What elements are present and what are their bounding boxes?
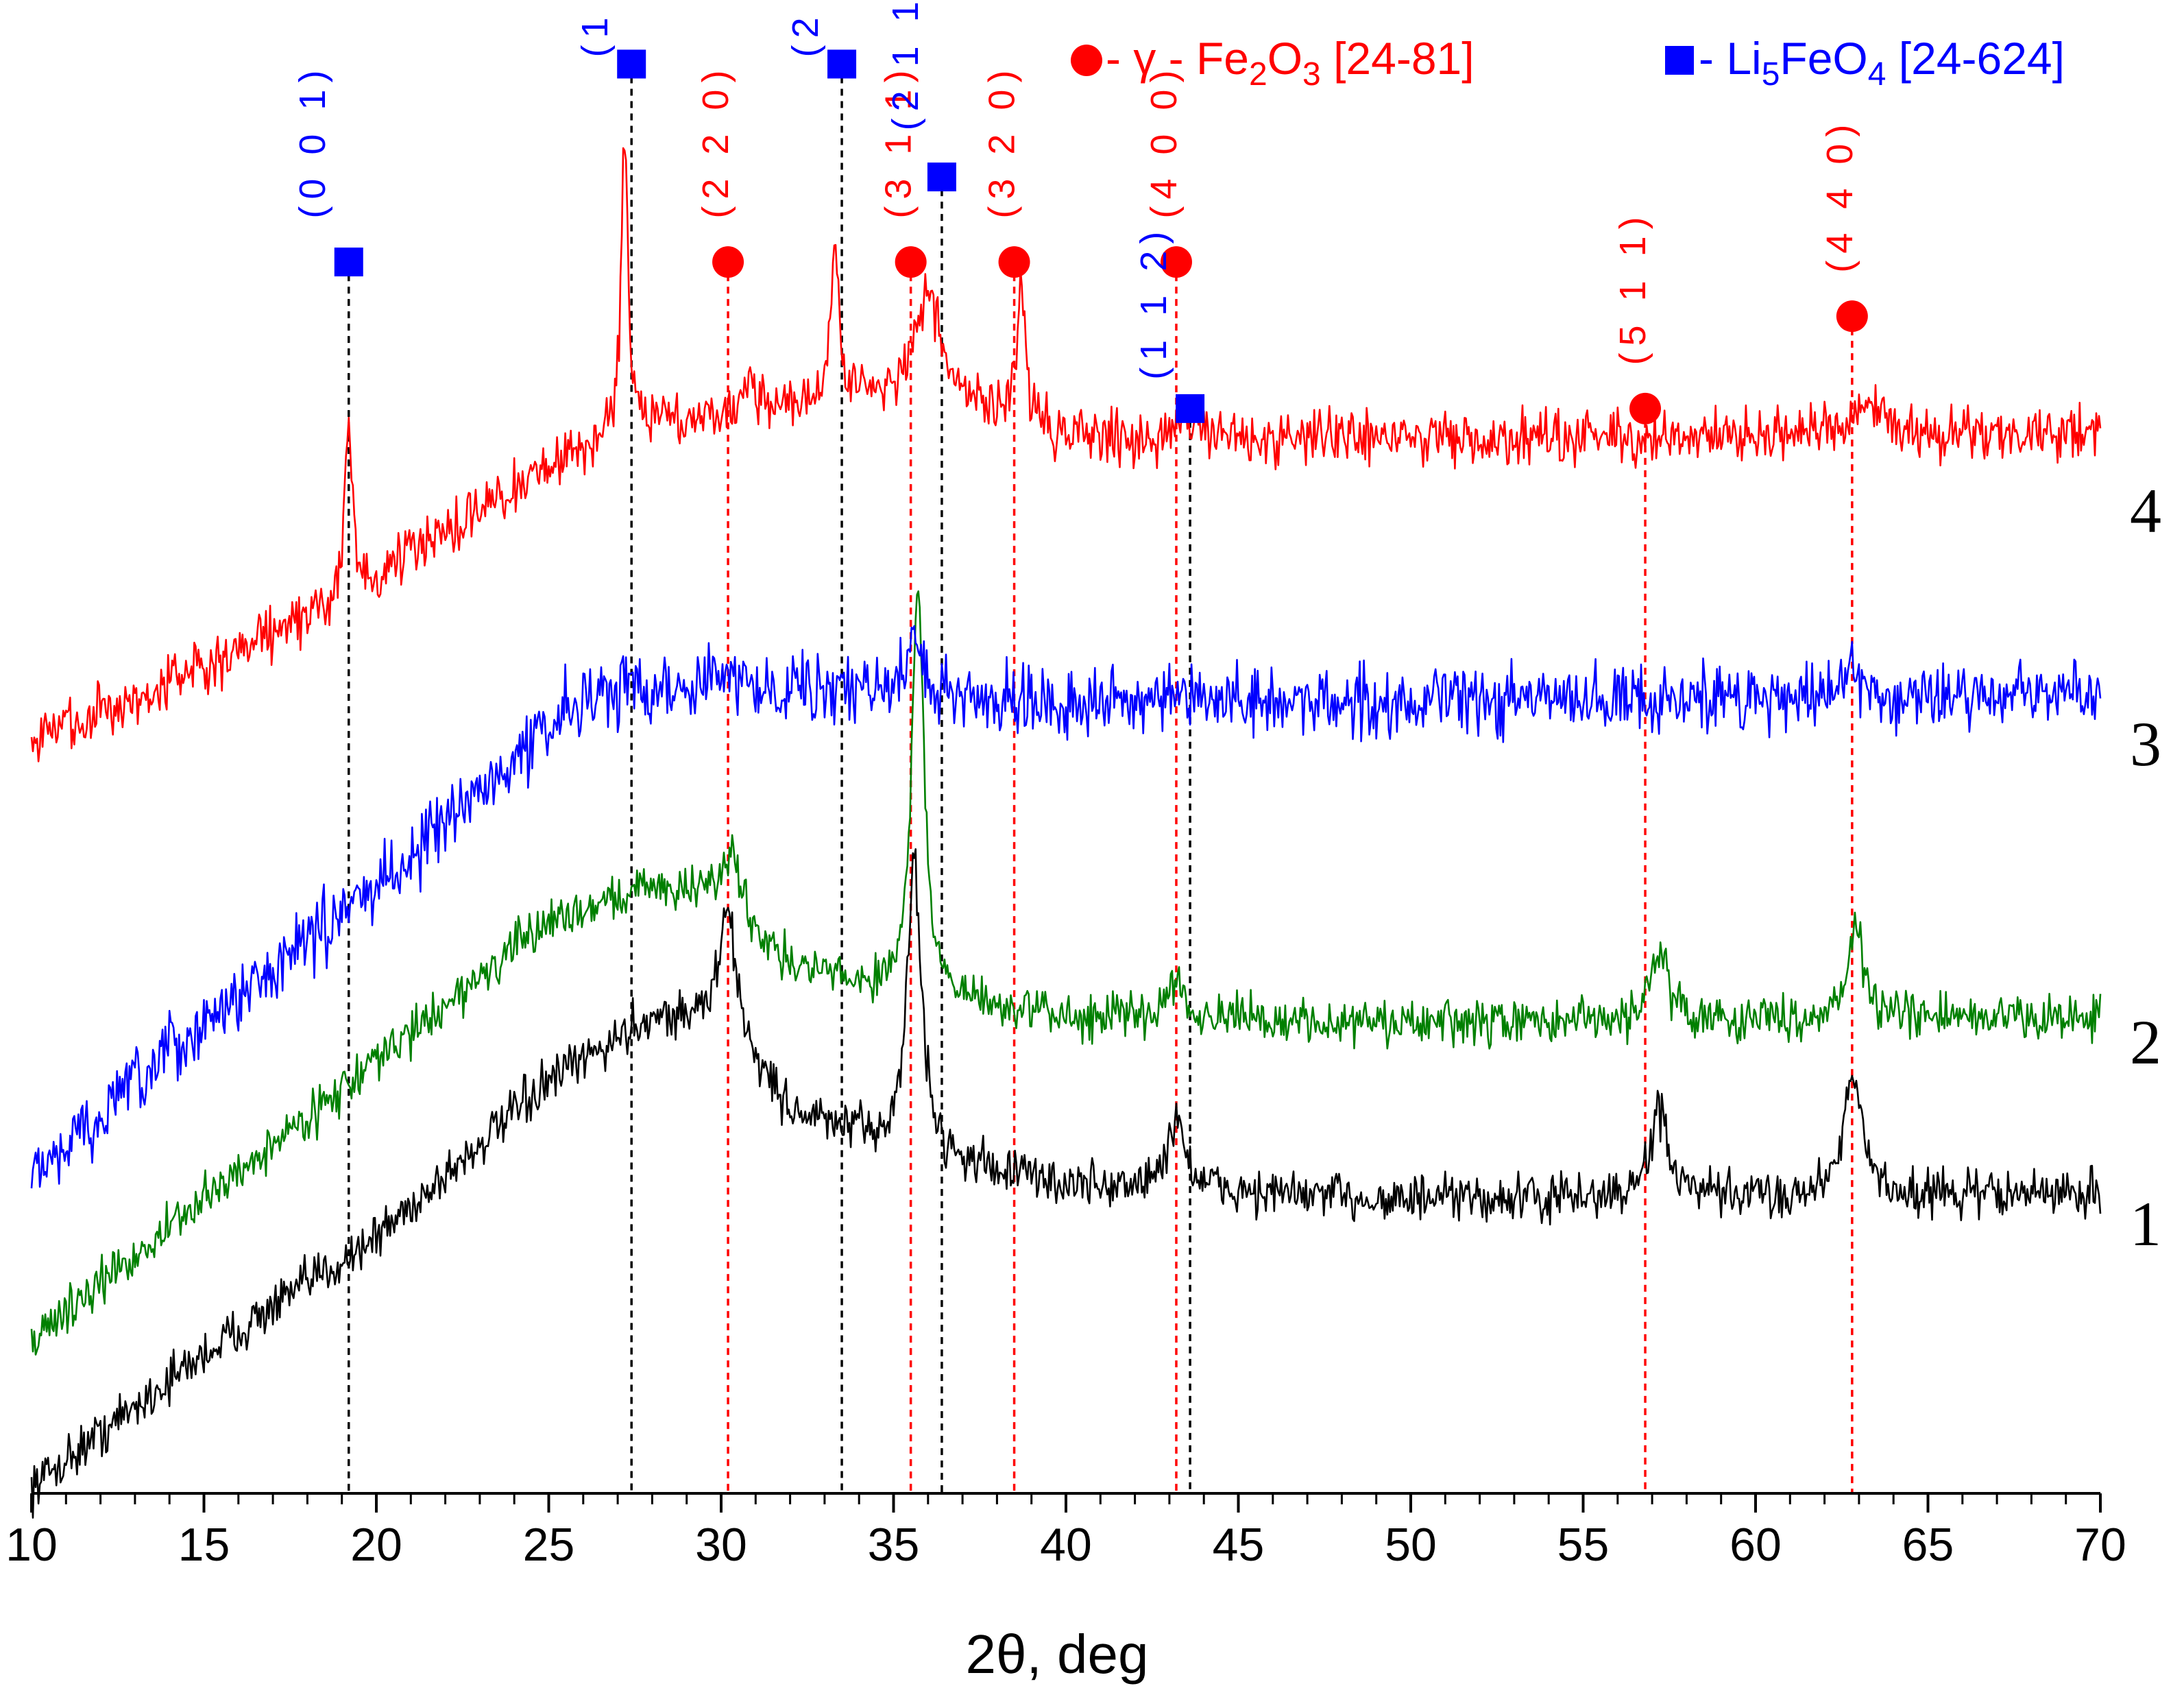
legend-text-part: [24-624] <box>1886 33 2065 84</box>
x-tick-label: 55 <box>1557 1519 1610 1571</box>
x-tick-label: 50 <box>1385 1519 1437 1571</box>
x-tick-label: 70 <box>2074 1519 2126 1571</box>
legend-subscript: 5 <box>1762 56 1780 93</box>
marker-circle-311 <box>895 246 927 278</box>
hkl-label-112: (1 1 2) <box>1133 225 1174 380</box>
x-tick-label: 15 <box>178 1519 230 1571</box>
x-tick-label: 30 <box>695 1519 747 1571</box>
x-tick-label: 60 <box>1730 1519 1782 1571</box>
reference-markers-layer: (0 0 1) (1 1 1) (2 2 0) (2 0 1) (3 1 1)(2 1 … <box>292 0 1868 424</box>
hkl-label-320: (3 2 0) <box>982 64 1023 219</box>
x-tick-label: 40 <box>1040 1519 1092 1571</box>
marker-circle-400 <box>1160 246 1192 278</box>
legend-text-part: O <box>1267 33 1302 84</box>
x-tick-label: 25 <box>523 1519 575 1571</box>
legend-text-part: [24-81] <box>1321 33 1475 84</box>
x-axis: 10 15 20 25 30 35 40 45 50 55 60 65 70 <box>5 1492 2126 1571</box>
marker-square-201 <box>827 49 857 79</box>
legend: - γ - Fe2O3 [24-81] - Li5FeO4 [24-624] <box>1071 33 2065 93</box>
hkl-label-001: (0 0 1) <box>292 64 333 219</box>
hkl-label-211: (2 1 1) <box>885 0 926 130</box>
x-axis-title: 2θ, deg <box>966 1624 1149 1685</box>
x-tick-label: 65 <box>1902 1519 1954 1571</box>
marker-square-211 <box>927 163 956 192</box>
hkl-label-440: (4 4 0) <box>1819 118 1860 273</box>
legend-text-1: - γ - Fe2O3 [24-81] <box>1106 33 1475 93</box>
legend-marker-circle <box>1071 45 1102 76</box>
marker-circle-320 <box>998 246 1030 278</box>
legend-marker-square <box>1665 46 1694 75</box>
curves-layer <box>30 147 2102 1519</box>
legend-subscript: 4 <box>1868 56 1886 93</box>
x-tick-label: 35 <box>868 1519 920 1571</box>
curve-label-2: 2 <box>2130 1007 2161 1077</box>
hkl-label-220: (2 2 0) <box>695 64 736 219</box>
hkl-label-111: (1 1 1) <box>574 0 616 57</box>
hkl-label-511: (5 1 1) <box>1612 210 1653 365</box>
hkl-label-201: (2 0 1) <box>785 0 826 57</box>
curve-label-4: 4 <box>2130 476 2161 546</box>
xrd-curve-2 <box>30 590 2102 1356</box>
legend-text-part: - Li <box>1699 33 1762 84</box>
curve-label-3: 3 <box>2130 709 2161 779</box>
x-tick-label: 20 <box>350 1519 402 1571</box>
hkl-label-400: (4 0 0) <box>1143 64 1185 219</box>
legend-subscript: 3 <box>1302 56 1321 93</box>
marker-square-001 <box>334 248 363 277</box>
marker-square-112 <box>1176 394 1205 423</box>
xrd-curve-3 <box>30 625 2102 1189</box>
marker-square-111 <box>617 49 646 79</box>
legend-text-part: FeO <box>1780 33 1867 84</box>
x-tick-label: 10 <box>5 1519 58 1571</box>
legend-text-2: - Li5FeO4 [24-624] <box>1699 33 2065 93</box>
legend-subscript: 2 <box>1249 56 1267 93</box>
legend-text-part: - γ - Fe <box>1106 33 1249 84</box>
marker-circle-220 <box>712 246 744 278</box>
curve-label-1: 1 <box>2130 1189 2161 1259</box>
x-tick-label: 45 <box>1213 1519 1265 1571</box>
hkl-label-311: (3 1 1) <box>878 64 919 219</box>
curve-labels: 1 2 3 4 <box>2130 476 2161 1259</box>
reference-lines-layer <box>348 64 1854 1493</box>
marker-circle-511 <box>1629 392 1662 424</box>
xrd-curve-4 <box>30 147 2102 762</box>
xrd-curve-1 <box>30 848 2102 1519</box>
marker-circle-440 <box>1836 300 1868 333</box>
